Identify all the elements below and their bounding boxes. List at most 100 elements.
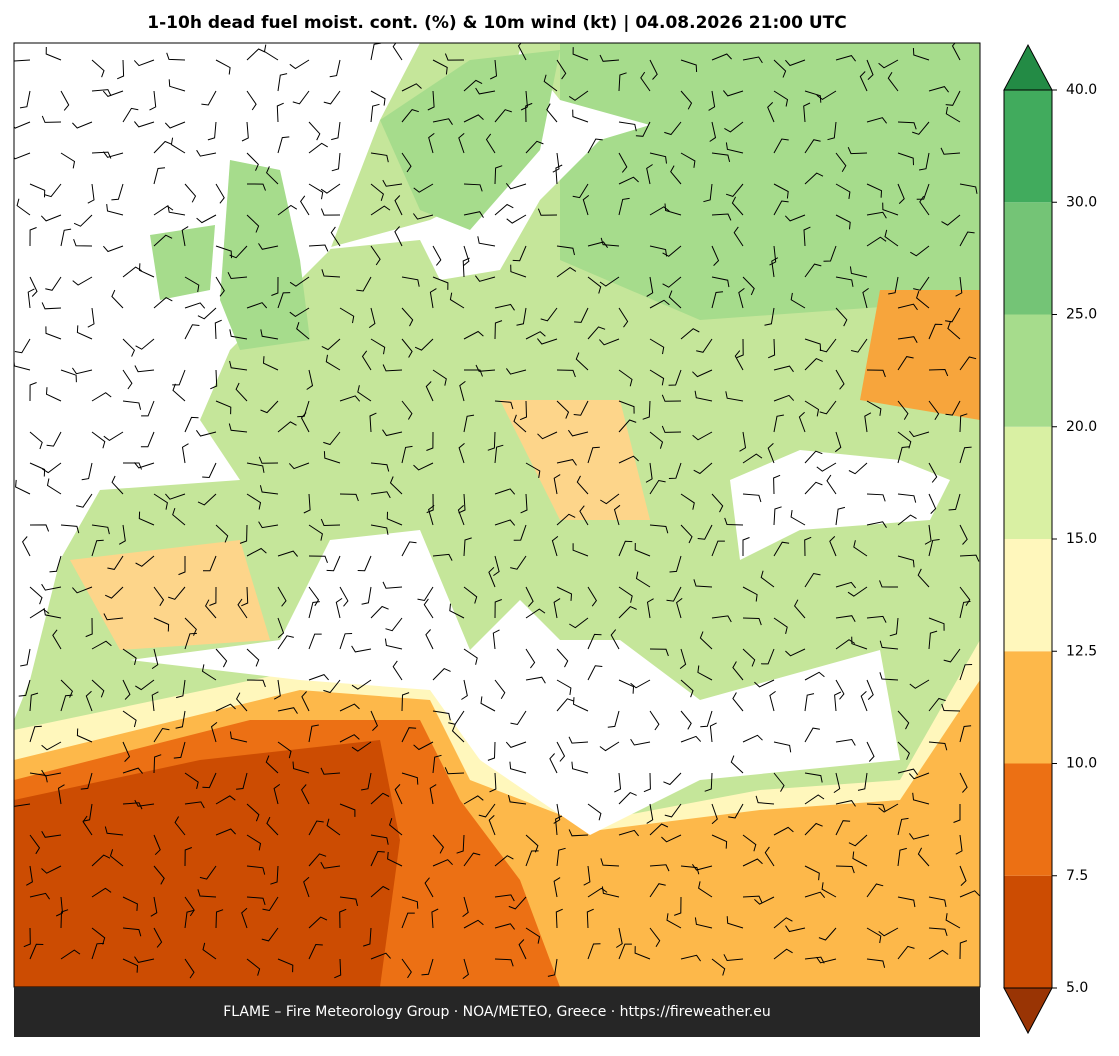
- wind-barb: [769, 245, 777, 266]
- wind-barb: [111, 475, 124, 495]
- wind-barb: [262, 896, 279, 912]
- wind-barb: [29, 692, 39, 712]
- wind-barb: [385, 617, 403, 632]
- wind-barb: [60, 90, 70, 111]
- wind-barb: [42, 462, 62, 474]
- wind-barb: [945, 913, 961, 929]
- wind-barb: [519, 400, 528, 421]
- wind-barb: [711, 803, 718, 825]
- wind-barb: [308, 916, 328, 929]
- wind-barb: [320, 518, 341, 527]
- wind-barb: [711, 276, 730, 288]
- wind-barb: [494, 923, 515, 930]
- wind-barb: [912, 121, 930, 135]
- wind-barb: [827, 121, 837, 141]
- wind-barb: [175, 710, 186, 729]
- wind-barb: [153, 234, 173, 247]
- wind-barb: [773, 200, 789, 216]
- wind-barb: [866, 615, 887, 623]
- wind-barb: [227, 271, 248, 280]
- wind-barb: [241, 907, 248, 929]
- wind-barb: [331, 121, 341, 141]
- wind-barb: [164, 121, 186, 129]
- wind-barb: [246, 896, 266, 906]
- wind-barb: [184, 302, 206, 309]
- wind-barb: [680, 865, 700, 875]
- wind-barb: [680, 328, 700, 340]
- mediterranean: [130, 530, 900, 835]
- wind-barb: [879, 580, 899, 588]
- wind-barb: [614, 772, 622, 793]
- colorbar-over: [1003, 43, 1053, 91]
- wind-barb: [630, 738, 651, 746]
- wind-barb: [458, 443, 465, 464]
- wind-barb: [518, 939, 527, 960]
- wind-barb: [803, 226, 811, 247]
- wind-barb: [525, 648, 536, 669]
- wind-barb: [848, 834, 868, 847]
- wind-barb: [692, 369, 713, 378]
- wind-barb: [928, 949, 949, 960]
- wind-barb: [277, 635, 294, 650]
- wind-barb: [618, 197, 630, 216]
- wind-barb: [266, 166, 279, 185]
- wind-barb: [850, 338, 868, 353]
- wind-barb: [444, 767, 465, 775]
- wind-barb: [308, 943, 323, 960]
- wind-barb: [477, 236, 496, 247]
- wind-barb: [908, 772, 930, 780]
- wind-barb: [60, 152, 76, 169]
- wind-barb: [463, 648, 478, 665]
- wind-barb: [321, 338, 341, 351]
- wind-barb: [308, 555, 328, 563]
- wind-barb: [401, 152, 412, 173]
- wind-barb: [540, 307, 558, 322]
- wind-barb: [214, 319, 222, 340]
- wind-barb: [847, 586, 868, 597]
- wind-barb: [91, 679, 105, 698]
- wind-barb: [215, 59, 231, 75]
- wind-barb: [738, 288, 745, 309]
- wind-barb: [835, 738, 856, 746]
- wind-barb: [215, 909, 224, 929]
- wind-barb: [133, 59, 155, 67]
- wind-barb: [879, 640, 899, 650]
- wind-barb: [260, 329, 279, 340]
- wind-barb: [184, 632, 197, 650]
- wind-barb: [87, 183, 95, 204]
- wind-barb: [401, 692, 410, 712]
- wind-barb: [23, 927, 31, 948]
- wind-barb: [394, 784, 403, 805]
- wind-barb: [587, 943, 601, 960]
- wind-barb: [351, 645, 372, 653]
- wind-barb: [866, 493, 886, 502]
- wind-barb: [607, 710, 620, 728]
- wind-barb: [321, 269, 341, 278]
- wind-barb: [29, 608, 50, 619]
- wind-barb: [153, 754, 162, 774]
- wind-barb: [849, 266, 868, 278]
- wind-barb: [480, 696, 496, 712]
- wind-barb: [866, 211, 887, 219]
- wind-barb: [202, 942, 217, 960]
- wind-barb: [308, 724, 319, 743]
- wind-barb: [618, 455, 639, 464]
- wind-barb: [680, 524, 693, 544]
- wind-barb: [587, 276, 602, 294]
- wind-barb: [959, 446, 972, 464]
- wind-barb: [463, 852, 481, 867]
- wind-barb: [785, 925, 806, 933]
- wind-barb: [14, 59, 31, 62]
- wind-barb: [835, 307, 848, 327]
- wind-barb: [149, 90, 157, 111]
- wind-barb: [27, 288, 35, 309]
- wind-barb: [804, 450, 823, 464]
- wind-barb: [897, 183, 905, 204]
- wind-barb: [618, 943, 632, 960]
- wind-barb: [804, 400, 820, 417]
- wind-barb: [134, 799, 155, 807]
- wind-barb: [401, 109, 419, 123]
- wind-barb: [649, 927, 661, 947]
- wind-barb: [432, 859, 453, 867]
- map-title: 1-10h dead fuel moist. cont. (%) & 10m w…: [147, 13, 846, 33]
